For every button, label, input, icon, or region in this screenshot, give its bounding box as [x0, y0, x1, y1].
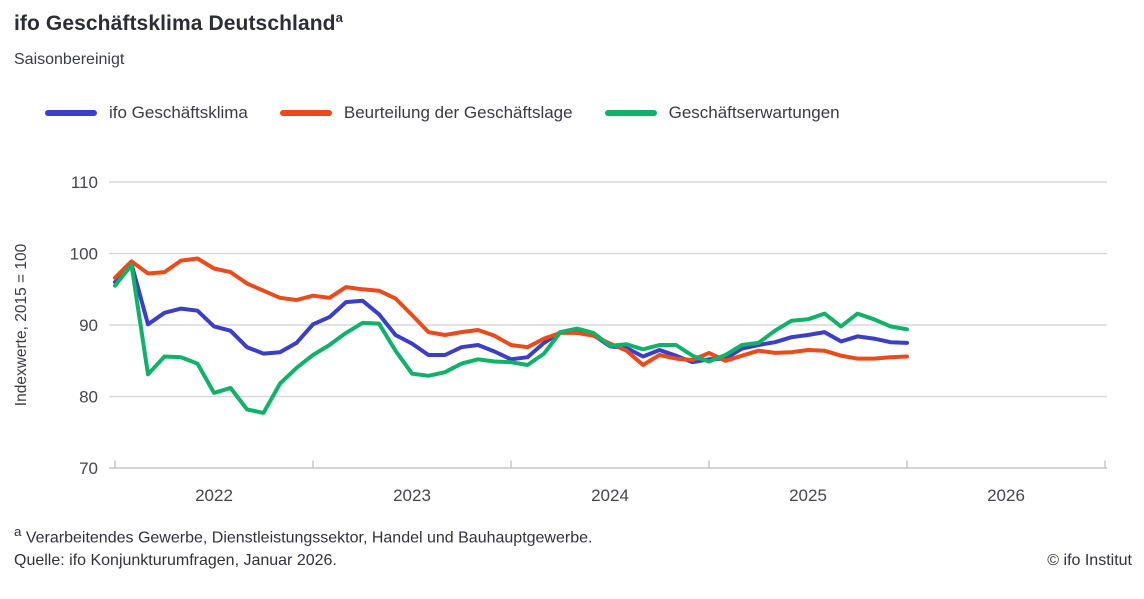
y-tick-label: 90	[79, 316, 98, 335]
legend-label: ifo Geschäftsklima	[109, 103, 248, 122]
legend-item-geschaeftslage: Beurteilung der Geschäftslage	[279, 103, 573, 123]
page-title-text: ifo Geschäftsklima Deutschland	[14, 12, 336, 35]
page-title: ifo Geschäftsklima Deutschlanda	[14, 10, 343, 36]
legend-item-geschaeftsklima: ifo Geschäftsklima	[45, 103, 248, 123]
y-tick-label: 100	[70, 245, 98, 264]
x-axis	[109, 460, 1107, 469]
data-series-lines	[113, 256, 909, 415]
legend-item-geschaeftserwartungen: Geschäftserwartungen	[604, 103, 840, 123]
copyright-credit: © ifo Institut	[1047, 552, 1132, 569]
gridlines	[109, 181, 1107, 398]
legend-label: Geschäftserwartungen	[668, 103, 840, 122]
y-axis-tick-labels: 70 80 90 100 110	[70, 173, 98, 478]
y-tick-label: 110	[71, 173, 98, 192]
title-footnote-marker: a	[335, 10, 343, 25]
legend-swatch-orange-line-icon	[279, 110, 332, 116]
footnote-marker: a	[14, 524, 22, 539]
page-subtitle: Saisonbereinigt	[14, 51, 125, 68]
y-tick-label: 70	[79, 459, 98, 478]
series-line	[113, 262, 909, 415]
series-line	[113, 256, 909, 367]
year-label: 2023	[393, 486, 431, 505]
year-label: 2025	[789, 486, 827, 505]
chart-legend: ifo Geschäftsklima Beurteilung der Gesch…	[45, 103, 840, 123]
year-label: 2024	[591, 486, 629, 505]
year-label: 2026	[987, 486, 1025, 505]
footnote-text: Verarbeitendes Gewerbe, Dienstleistungss…	[21, 529, 593, 547]
legend-label: Beurteilung der Geschäftslage	[343, 103, 573, 122]
source-line: Quelle: ifo Konjunkturumfragen, Januar 2…	[14, 552, 337, 569]
y-tick-label: 80	[79, 388, 98, 407]
x-axis-tick-labels: 2022 2023 2024 2025 2026	[195, 486, 1025, 505]
year-label: 2022	[195, 486, 233, 505]
series-line	[113, 262, 909, 365]
legend-swatch-blue-line-icon	[45, 110, 97, 116]
footnote: a Verarbeitendes Gewerbe, Dienstleistung…	[14, 524, 592, 547]
legend-swatch-green-line-icon	[604, 110, 657, 116]
